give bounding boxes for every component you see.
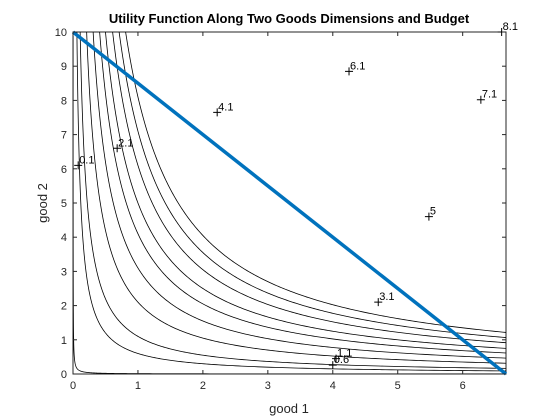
y-tick-label: 3 xyxy=(61,266,67,278)
contour-label-marker xyxy=(328,361,337,370)
x-tick-label: 3 xyxy=(265,380,271,392)
contour-line-7 xyxy=(112,32,506,344)
contour-line-8 xyxy=(118,32,506,338)
contour-label: 4.1 xyxy=(218,101,233,113)
x-tick-label: 0 xyxy=(70,380,76,392)
x-tick-label: 2 xyxy=(200,380,206,392)
contour-label: 0.6 xyxy=(334,354,349,366)
y-tick-label: 0 xyxy=(61,369,67,381)
contour-label-marker xyxy=(374,298,383,307)
y-tick-label: 6 xyxy=(61,164,67,176)
budget-line-group xyxy=(71,30,508,376)
y-tick-label: 5 xyxy=(61,198,67,210)
y-axis-title: good 2 xyxy=(35,183,50,223)
contour-label-marker xyxy=(113,144,122,153)
x-tick-label: 5 xyxy=(395,380,401,392)
y-tick-label: 7 xyxy=(61,130,67,142)
chart-title: Utility Function Along Two Goods Dimensi… xyxy=(109,11,470,26)
x-axis-title: good 1 xyxy=(269,401,309,416)
contour-label: 8.1 xyxy=(503,21,518,33)
contour-label-marker xyxy=(424,212,433,221)
contour-label-marker xyxy=(74,161,83,170)
contour-line-1 xyxy=(76,32,506,372)
contour-label: 5 xyxy=(430,206,436,218)
contour-line-2 xyxy=(79,32,506,369)
x-tick-label: 4 xyxy=(330,380,336,392)
contour-line-6 xyxy=(105,32,506,349)
contour-label: 3.1 xyxy=(379,291,394,303)
y-tick-label: 9 xyxy=(61,61,67,73)
y-tick-label: 1 xyxy=(61,335,67,347)
contour-line-5 xyxy=(99,32,506,354)
contour-label: 1.1 xyxy=(337,348,352,360)
contour-labels: 0.1 0.61.1 2.1 3.1 4.1 5 6.1 7.1 8.1 xyxy=(74,21,518,370)
y-axis-ticks: 0 1 2 3 4 5 6 7 8 9 10 xyxy=(55,27,506,381)
contour-line-4 xyxy=(92,32,506,359)
contour-label-marker xyxy=(213,108,222,117)
contour-line-0 xyxy=(73,32,506,374)
contour-label-marker xyxy=(345,67,354,76)
contour-label: 0.1 xyxy=(79,154,94,166)
x-tick-label: 1 xyxy=(135,380,141,392)
x-tick-label: 6 xyxy=(460,380,466,392)
contour-label: 7.1 xyxy=(482,89,497,101)
budget-line xyxy=(71,30,508,376)
y-tick-label: 2 xyxy=(61,301,67,313)
y-tick-label: 4 xyxy=(61,232,67,244)
contour-label-marker xyxy=(332,354,341,363)
contour-line-9 xyxy=(125,32,506,333)
y-tick-label: 10 xyxy=(55,27,67,39)
contour-label-marker xyxy=(476,95,485,104)
contour-label: 2.1 xyxy=(118,137,133,149)
y-tick-label: 8 xyxy=(61,95,67,107)
contour-label: 6.1 xyxy=(350,60,365,72)
contour-line-3 xyxy=(86,32,506,364)
utility-contours xyxy=(73,32,506,374)
x-axis-ticks: 0 1 2 3 4 5 6 xyxy=(70,32,466,392)
